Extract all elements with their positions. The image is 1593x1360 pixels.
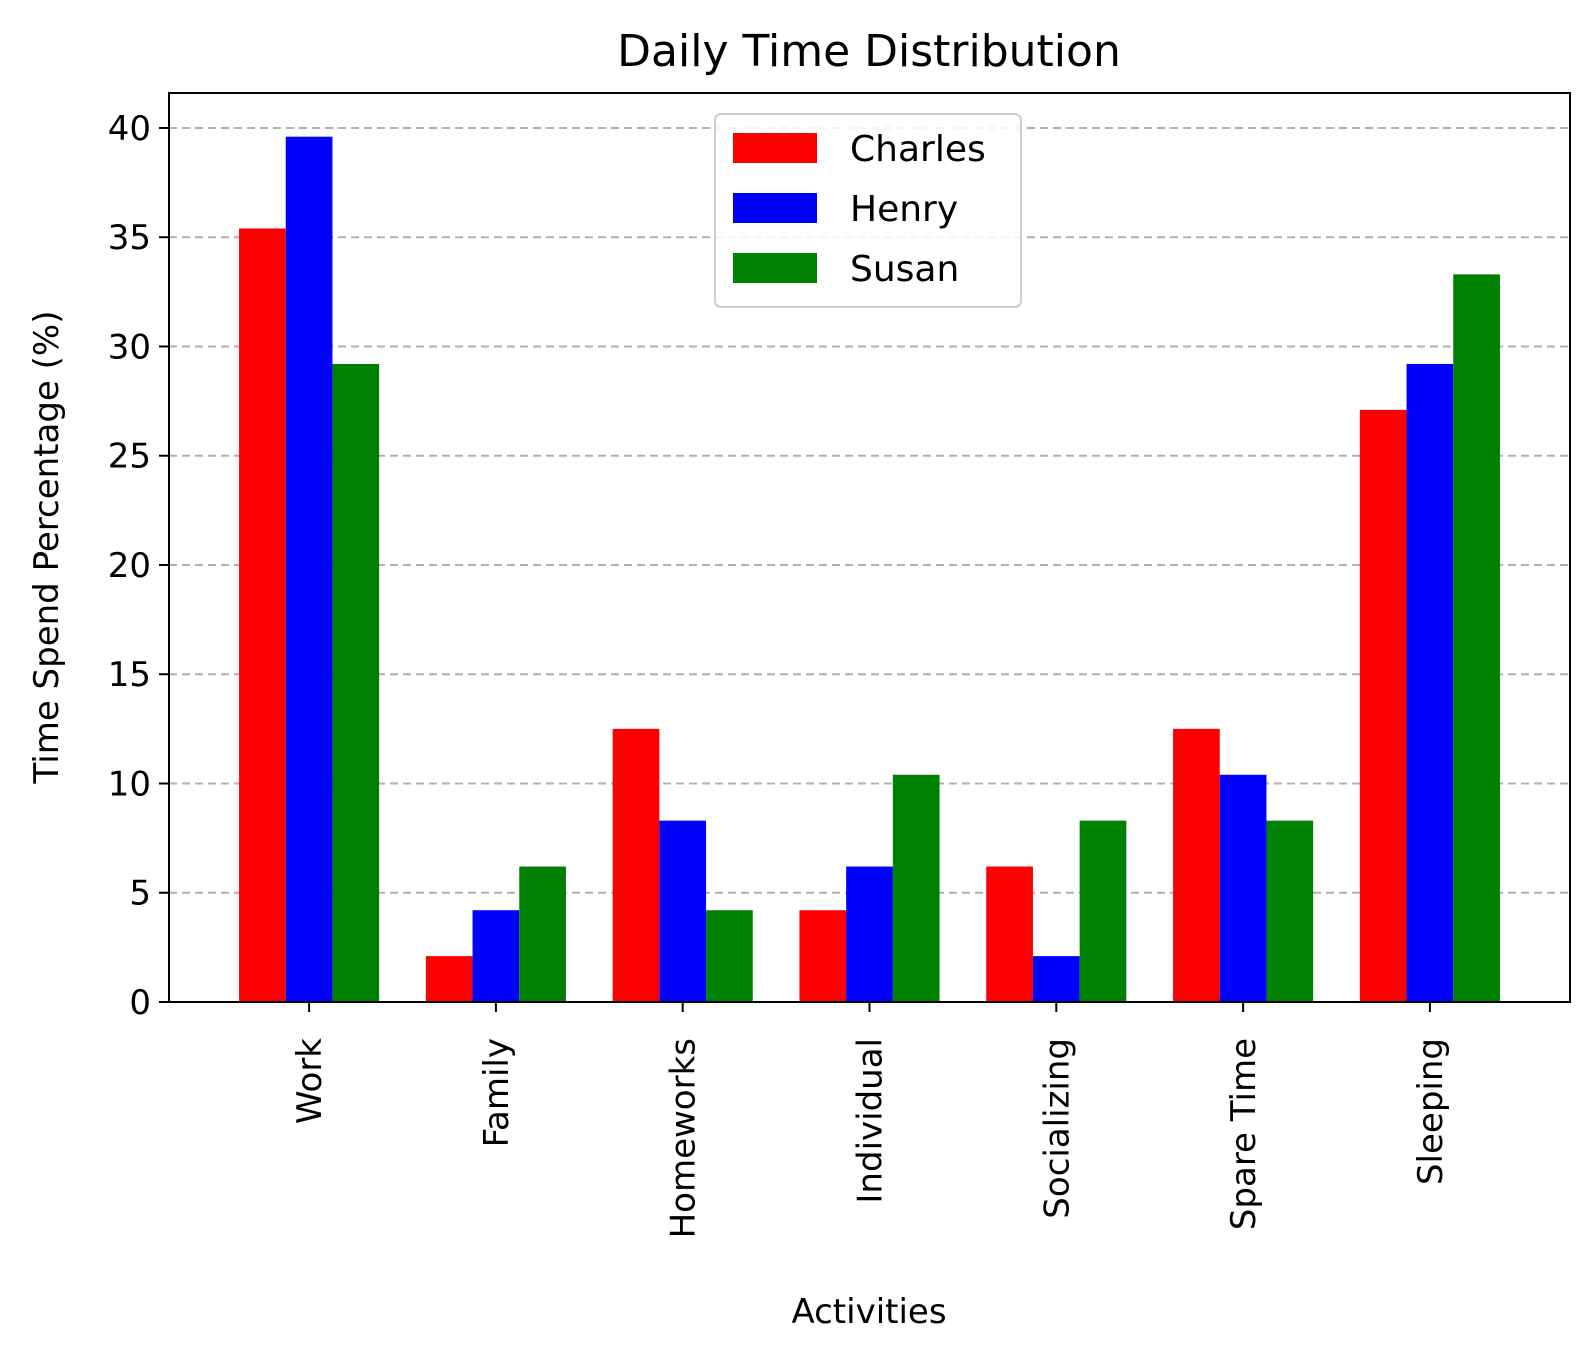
x-axis: Work Family Homeworks Individual Socializing… [290,1002,1451,1238]
bar-susan-family [519,866,566,1002]
y-tick-label: 15 [108,655,151,695]
bar-henry-family [472,910,520,1002]
bar-charles-individual [799,910,847,1002]
x-tick-label: Individual [851,1038,891,1204]
y-tick-label: 20 [108,546,151,586]
bar-henry-spare-time [1219,774,1267,1002]
chart-title: Daily Time Distribution [617,26,1121,77]
bar-charles-sleeping [1359,409,1407,1002]
y-tick-label: 25 [108,437,151,477]
bar-susan-homeworks [706,910,753,1002]
y-tick-label: 35 [108,218,151,258]
x-tick-label: Work [290,1038,330,1124]
y-axis: 0 5 10 15 20 25 30 35 40 [108,109,169,1023]
bar-charles-homeworks [612,728,660,1002]
bar-charles-family [425,956,473,1002]
y-tick-label: 10 [108,764,151,804]
bars [239,136,1500,1003]
y-tick-label: 0 [129,983,151,1023]
bar-susan-spare-time [1266,820,1314,1002]
y-tick-label: 5 [129,874,151,914]
bar-susan-individual [892,774,940,1002]
y-tick-label: 30 [108,327,151,367]
y-tick-label: 40 [108,109,151,149]
bar-charles-socializing [986,866,1033,1002]
legend-label-charles: Charles [850,129,986,170]
legend-swatch-susan [733,253,817,283]
bar-henry-sleeping [1406,363,1454,1003]
bar-henry-homeworks [659,820,707,1002]
bar-charles-work [239,228,286,1003]
x-axis-label: Activities [791,1292,946,1332]
x-tick-label: Family [477,1038,517,1147]
bar-susan-socializing [1079,820,1127,1002]
bar-henry-individual [846,866,893,1002]
x-tick-label: Homeworks [664,1038,704,1238]
legend-label-susan: Susan [850,249,959,290]
y-axis-label: Time Spend Percentage (%) [27,311,67,785]
legend-label-henry: Henry [850,189,958,230]
legend-swatch-henry [733,193,817,223]
x-tick-label: Socializing [1037,1038,1077,1219]
bar-susan-work [332,363,380,1003]
bar-charles-spare-time [1173,728,1220,1002]
legend-swatch-charles [733,133,817,163]
x-tick-label: Spare Time [1224,1038,1264,1230]
bar-susan-sleeping [1453,274,1500,1002]
bar-henry-work [285,136,333,1003]
bar-henry-socializing [1032,956,1080,1002]
legend: Charles Henry Susan [714,113,1022,308]
x-tick-label: Sleeping [1411,1038,1451,1185]
